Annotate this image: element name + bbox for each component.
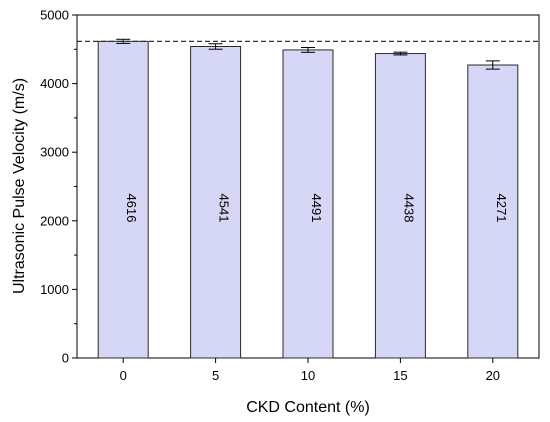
y-tick-label-3000: 3000: [40, 145, 69, 160]
x-tick-label-15: 15: [393, 368, 407, 383]
error-bar-0: [116, 38, 131, 44]
y-tick-label-1000: 1000: [40, 282, 69, 297]
y-axis: 0 1000 2000 3000 4000 5000: [40, 8, 77, 366]
bar-value-label-15: 4438: [401, 194, 416, 223]
bar-value-label-20: 4271: [494, 194, 509, 223]
y-axis-title: Ultrasonic Pulse Velocity (m/s): [11, 78, 28, 294]
bar-10: [282, 49, 334, 359]
error-bar-20: [485, 60, 500, 70]
bar-0: [97, 40, 149, 359]
bar-value-label-10: 4491: [309, 194, 324, 223]
y-tick-label-4000: 4000: [40, 76, 69, 91]
bars-group: [97, 40, 519, 359]
x-tick-label-0: 0: [120, 368, 127, 383]
error-bar-15: [393, 51, 408, 56]
y-tick-label-0: 0: [62, 351, 69, 366]
bar-20: [467, 64, 519, 359]
x-tick-label-10: 10: [301, 368, 315, 383]
y-tick-label-2000: 2000: [40, 213, 69, 228]
bar-value-label-0: 4616: [124, 194, 139, 223]
error-bar-10: [301, 47, 315, 53]
x-tick-label-5: 5: [212, 368, 219, 383]
bar-value-label-5: 4541: [217, 194, 232, 223]
x-tick-label-20: 20: [486, 368, 500, 383]
bar-15: [374, 53, 426, 359]
error-bar-5: [208, 43, 223, 50]
error-bars-group: [116, 38, 500, 70]
bar-labels-group: 4616 4541 4491 4438 4271: [124, 194, 509, 223]
x-axis-title: CKD Content (%): [246, 399, 370, 416]
x-axis: 0 5 10 15 20: [120, 358, 500, 383]
y-tick-label-5000: 5000: [40, 8, 69, 23]
bar-5: [190, 45, 242, 359]
